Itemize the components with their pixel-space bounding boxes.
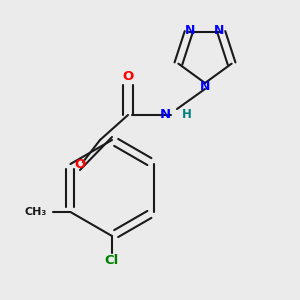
- Text: CH₃: CH₃: [24, 207, 46, 217]
- Text: O: O: [122, 70, 134, 83]
- Text: O: O: [74, 158, 86, 172]
- Text: N: N: [185, 24, 196, 37]
- Text: Cl: Cl: [105, 254, 119, 266]
- Text: H: H: [182, 109, 192, 122]
- Text: N: N: [214, 24, 225, 37]
- Text: N: N: [160, 109, 171, 122]
- Text: N: N: [200, 80, 210, 94]
